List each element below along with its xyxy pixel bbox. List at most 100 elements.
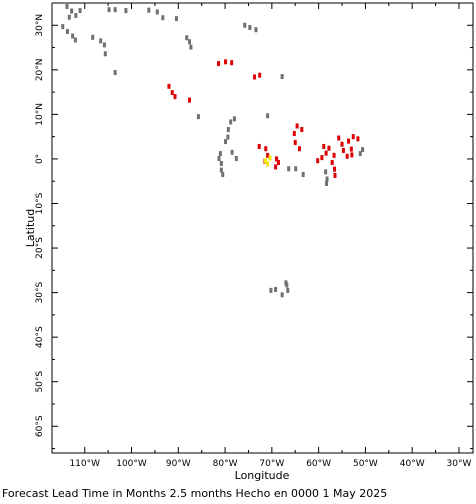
data-points [61,4,365,298]
x-tick-label: 110°W [69,459,100,469]
data-point [173,94,177,100]
data-point [325,176,329,182]
data-point [301,172,305,178]
data-point [300,127,304,133]
data-point [287,166,291,172]
data-point [226,127,230,133]
x-tick-label: 80°W [213,459,238,469]
data-point [234,155,238,161]
data-point [188,97,192,103]
data-point [297,146,301,152]
data-point [74,12,78,18]
x-axis: 110°W 100°W 90°W 80°W 70°W 60°W 50°W 40°W 30°W [69,3,471,469]
data-point [327,145,331,151]
data-point [266,161,270,167]
data-point [330,160,334,166]
data-point [295,123,299,129]
data-point [65,29,69,35]
data-point [333,172,337,178]
data-point [280,292,284,298]
data-point [274,164,278,170]
data-point [341,147,345,153]
y-tick-label: 40°S [35,326,45,348]
data-point [230,149,234,155]
data-point [70,8,74,14]
data-point [78,8,82,14]
data-point [226,134,230,140]
data-point [340,141,344,147]
data-point [71,33,75,39]
data-point [218,151,222,157]
x-tick-label: 100°W [116,459,147,469]
data-point [243,22,247,28]
data-point [107,7,111,13]
data-point [103,51,107,57]
x-tick-label: 50°W [353,459,378,469]
data-point [266,113,270,119]
data-point [275,156,279,162]
data-point [91,34,95,40]
caption: Forecast Lead Time in Months 2.5 months … [2,487,388,500]
y-tick-label: 20°S [35,237,45,259]
data-point [361,147,365,153]
data-point [316,158,320,164]
data-point [229,119,233,125]
data-point [269,287,273,293]
data-point [219,167,223,173]
data-point [147,7,151,13]
data-point [167,83,171,89]
data-point [217,155,221,161]
y-tick-label: 50°S [35,371,45,393]
data-point [324,169,328,175]
y-tick-label: 30°S [35,281,45,303]
data-point [333,166,337,172]
data-point [217,61,221,67]
data-point [320,155,324,161]
data-point [257,143,261,149]
x-tick-label: 30°W [447,459,472,469]
data-point [113,70,117,76]
data-point [174,16,178,22]
data-point [266,152,270,158]
data-point [264,146,268,152]
data-point [337,135,341,141]
data-point [188,39,192,45]
data-point [221,172,225,178]
data-point [280,74,284,80]
y-axis: 30°N 20°N 10°N 0° 10°S 20°S 30°S 40°S 50°S 60°S [35,2,473,450]
x-tick-label: 70°W [259,459,284,469]
plot-frame [51,2,474,454]
data-point [263,158,267,164]
data-point [285,282,289,288]
data-point [61,24,65,30]
y-tick-label: 0° [35,154,45,164]
data-point [224,59,228,65]
data-point [268,155,272,161]
data-point [170,90,174,96]
data-point [345,153,349,159]
data-point [292,131,296,137]
y-tick-label: 30°N [35,14,45,37]
y-tick-label: 10°S [35,192,45,214]
data-point [351,134,355,140]
data-point [124,8,128,14]
data-point [102,42,106,48]
data-point [99,38,103,44]
data-point [332,152,336,158]
data-point [230,60,234,66]
data-point [322,143,326,149]
data-point [325,180,329,186]
x-tick-label: 90°W [166,459,191,469]
data-point [253,74,257,80]
x-axis-label: Longitude [235,469,290,482]
data-point [347,138,351,144]
data-point [73,37,77,43]
data-point [254,27,258,33]
data-point [67,14,71,20]
data-point [356,136,360,142]
data-point [324,150,328,156]
data-point [294,166,298,172]
data-point [286,287,290,293]
data-point [65,4,69,10]
